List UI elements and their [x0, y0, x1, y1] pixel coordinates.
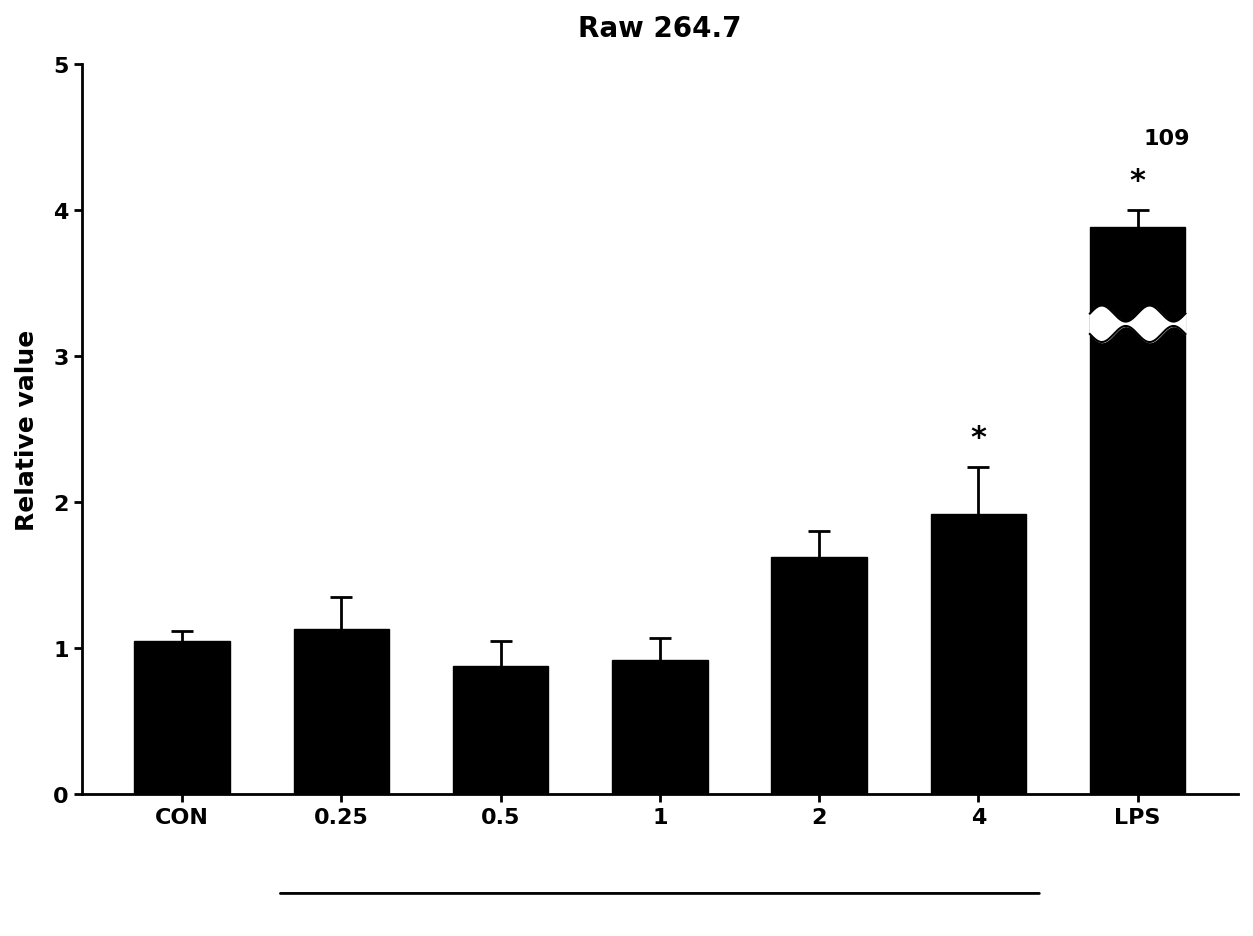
Bar — [611, 660, 708, 795]
Bar — [293, 629, 390, 795]
Bar — [1090, 228, 1185, 795]
Bar — [931, 514, 1026, 795]
Bar — [134, 641, 229, 795]
Y-axis label: Relative value: Relative value — [15, 329, 39, 530]
Title: Raw 264.7: Raw 264.7 — [578, 15, 742, 43]
Text: *: * — [1130, 167, 1145, 196]
Text: 109: 109 — [1143, 129, 1189, 150]
Bar — [452, 665, 549, 795]
Text: *: * — [970, 424, 986, 453]
Bar — [772, 558, 867, 795]
